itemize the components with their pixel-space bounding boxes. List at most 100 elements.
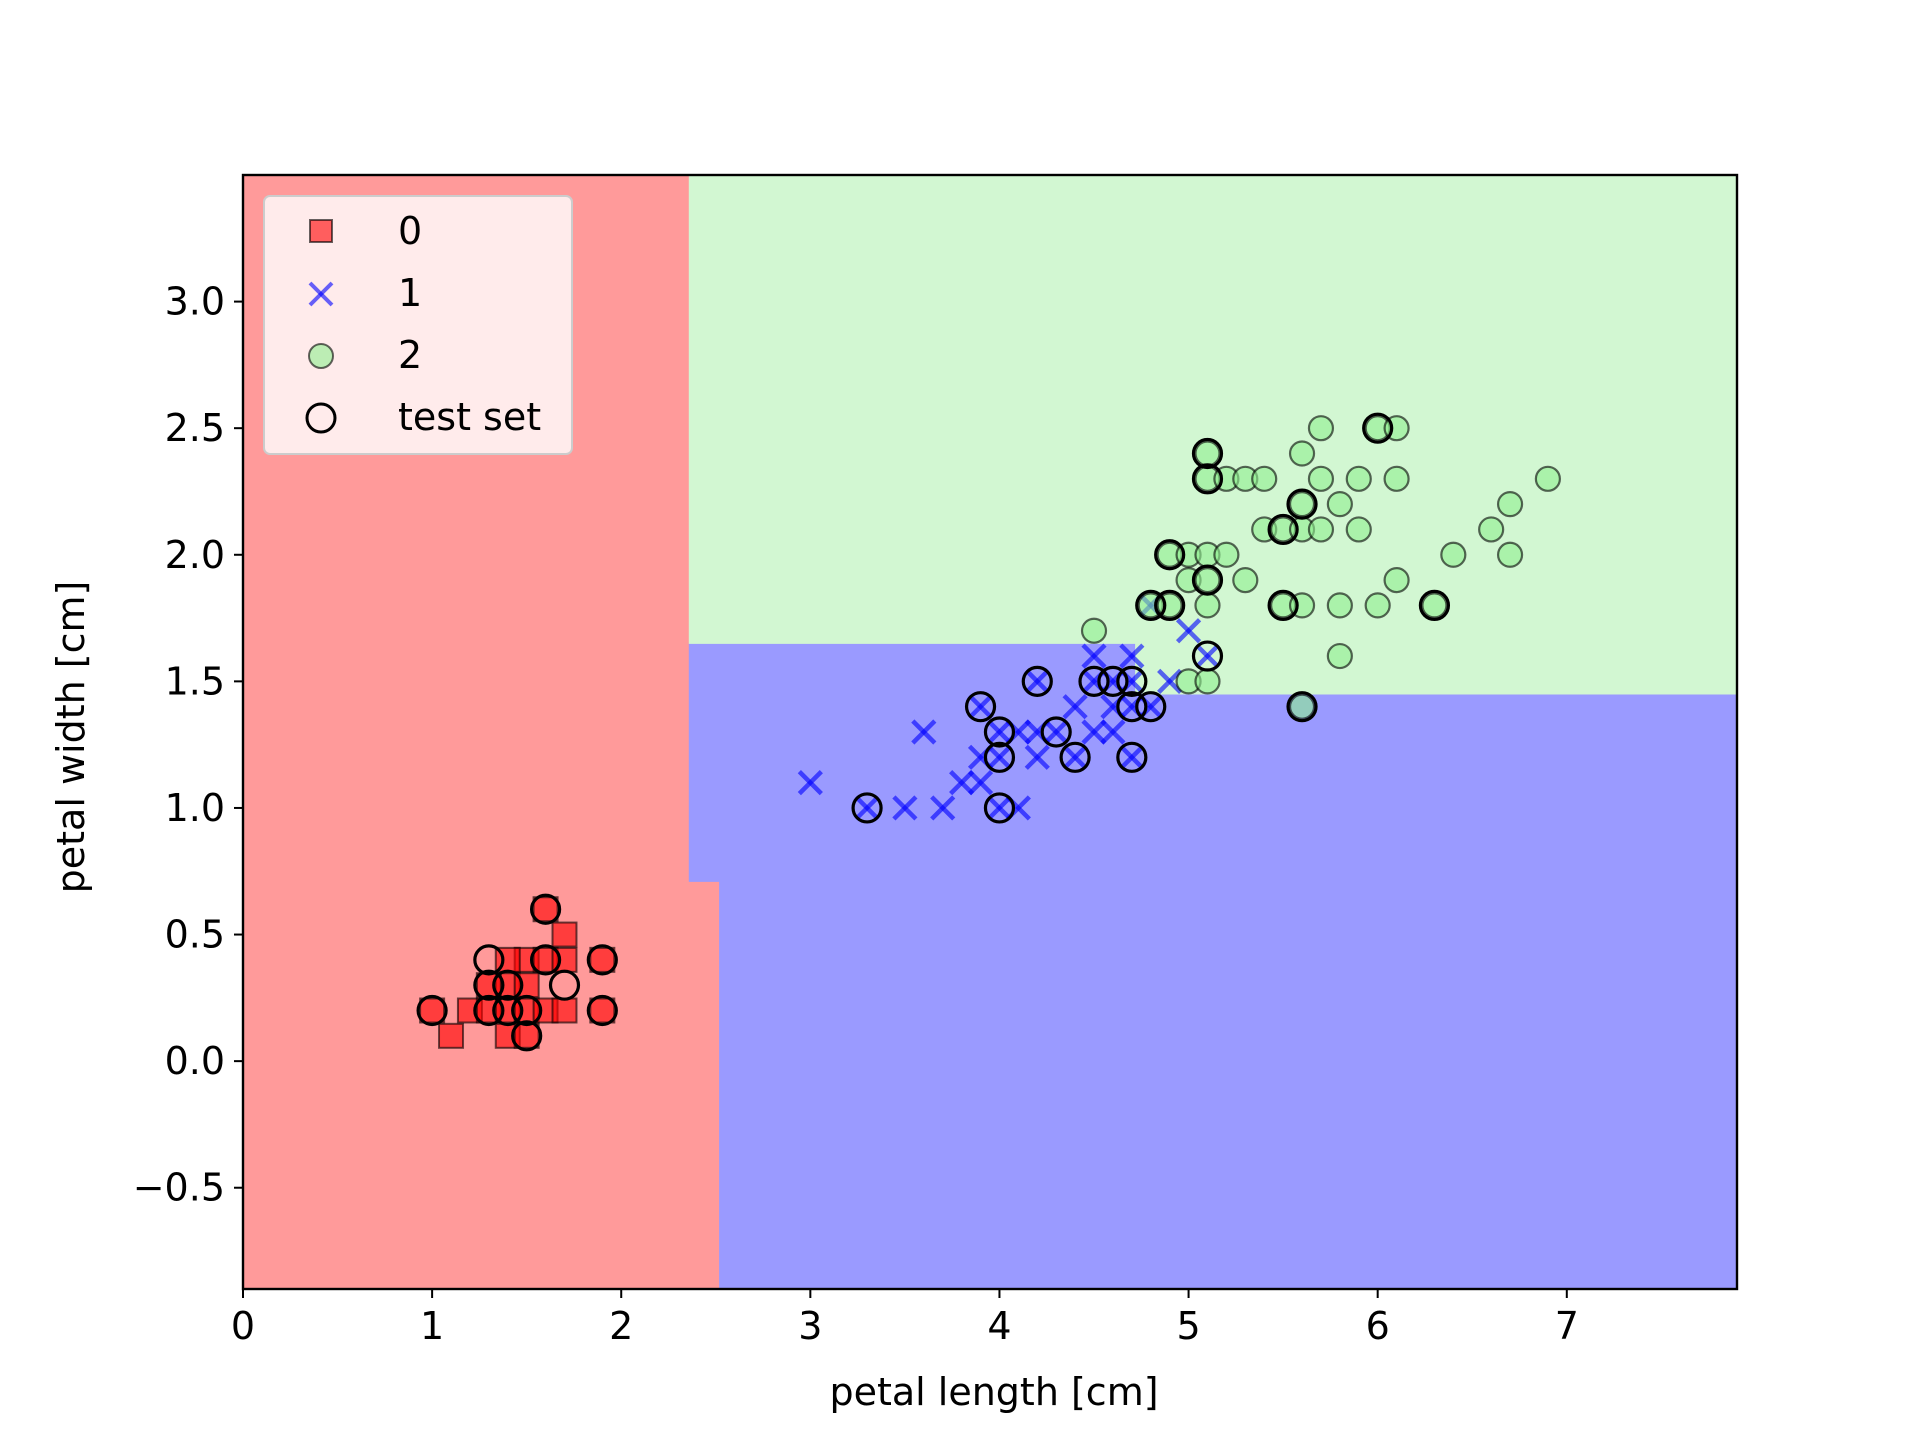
- point-class-2-21: [1288, 693, 1316, 720]
- point-test-set-16: [983, 741, 1016, 773]
- point-class-2-43: [1496, 491, 1524, 518]
- point-class-0-20: [513, 1022, 540, 1049]
- point-test-set-10: [548, 969, 581, 1001]
- point-class-0-12: [551, 921, 578, 948]
- y-tick-label-7: 3.0: [165, 280, 225, 324]
- point-class-0-19: [419, 997, 446, 1024]
- point-test-set-28: [1154, 589, 1186, 622]
- point-class-2-42: [1496, 541, 1524, 568]
- y-tick-label-3: 1.0: [165, 786, 225, 830]
- point-test-set-6: [511, 1020, 543, 1052]
- point-test-set-21: [1078, 665, 1110, 697]
- y-tick-label-5: 2.0: [165, 533, 225, 577]
- point-test-set-5: [492, 969, 524, 1001]
- point-class-2-13: [1213, 541, 1240, 568]
- point-class-2-28: [1307, 415, 1335, 442]
- x-tick-label-3: 3: [798, 1304, 822, 1348]
- point-class-1-34: [1194, 643, 1221, 669]
- point-class-2-7: [1194, 668, 1221, 695]
- legend-box: [263, 195, 573, 455]
- legend-label-class-1: 1: [398, 271, 422, 315]
- x-tick-label-5: 5: [1176, 1304, 1200, 1348]
- point-test-set-25: [1116, 665, 1148, 697]
- x-tick-label-0: 0: [231, 1304, 255, 1348]
- y-tick-label-2: 0.5: [165, 913, 225, 957]
- point-class-1-4: [930, 795, 956, 821]
- point-test-set-33: [1191, 437, 1224, 470]
- point-test-set-9: [529, 893, 562, 925]
- point-test-set-29: [1154, 539, 1186, 571]
- legend-label-class-0: 0: [398, 209, 422, 253]
- point-class-2-41: [1478, 516, 1505, 543]
- point-class-2-25: [1288, 440, 1316, 467]
- point-class-2-27: [1307, 465, 1335, 492]
- point-class-2-0: [1080, 617, 1108, 644]
- point-class-1-6: [967, 770, 994, 796]
- point-class-1-19: [1062, 694, 1088, 720]
- point-test-set-22: [1097, 665, 1129, 697]
- point-class-1-29: [1119, 643, 1145, 669]
- point-class-1-1: [854, 795, 880, 821]
- point-test-set-18: [1021, 665, 1053, 697]
- point-class-2-8: [1194, 592, 1221, 619]
- point-class-2-37: [1383, 465, 1410, 492]
- y-axis: −0.5 0.0 0.5 1.0 1.5 2.0 2.5 3.0: [133, 280, 243, 1210]
- point-class-1-2: [892, 795, 918, 821]
- y-axis-label: petal width [cm]: [49, 581, 93, 894]
- point-class-2-44: [1534, 465, 1561, 492]
- point-test-set-34: [1267, 589, 1299, 622]
- point-class-2-15: [1232, 566, 1259, 594]
- point-class-2-9: [1194, 566, 1221, 594]
- point-class-2-39: [1421, 592, 1448, 619]
- point-class-2-12: [1194, 440, 1221, 467]
- point-class-0-17: [589, 946, 616, 973]
- legend-marker-class-2: [308, 343, 334, 369]
- point-test-set-32: [1191, 463, 1224, 495]
- y-tick-label-4: 1.5: [165, 659, 225, 703]
- point-class-1-10: [986, 744, 1013, 770]
- point-class-1-14: [1024, 744, 1050, 770]
- point-class-1-23: [1100, 719, 1126, 745]
- point-class-1-32: [1157, 668, 1183, 694]
- point-test-set-2: [473, 969, 505, 1001]
- point-test-set-13: [851, 792, 883, 824]
- point-test-set-38: [1362, 412, 1394, 444]
- x-tick-label-1: 1: [420, 1304, 444, 1348]
- point-test-set-23: [1116, 741, 1148, 773]
- point-class-1-0: [797, 770, 823, 796]
- point-class-1-5: [949, 770, 975, 796]
- point-test-set-35: [1267, 513, 1299, 546]
- point-class-1-26: [1119, 744, 1145, 770]
- point-class-1-3: [911, 719, 937, 745]
- point-class-2-34: [1364, 592, 1391, 619]
- point-test-set-20: [1059, 741, 1091, 773]
- point-test-set-3: [473, 944, 505, 976]
- decision-region-class-1: [688, 642, 1738, 1290]
- point-test-set-37: [1286, 488, 1318, 520]
- y-tick-label-6: 2.5: [165, 406, 225, 450]
- y-tick-label-0: −0.5: [133, 1166, 225, 1210]
- point-class-0-10: [551, 997, 578, 1024]
- point-test-set-36: [1286, 691, 1318, 723]
- point-class-2-31: [1326, 491, 1353, 518]
- point-class-1-8: [967, 694, 994, 720]
- point-class-2-29: [1326, 642, 1353, 670]
- point-test-set-27: [1135, 589, 1167, 622]
- point-class-1-33: [1175, 618, 1202, 644]
- x-axis: 0 1 2 3 4 5 6 7: [231, 1289, 1579, 1348]
- point-class-2-33: [1345, 465, 1372, 492]
- point-class-2-36: [1383, 566, 1410, 594]
- point-test-set-11: [586, 994, 618, 1027]
- axes-frame: [241, 173, 1739, 1291]
- point-class-1-18: [1062, 744, 1088, 770]
- x-tick-label-6: 6: [1366, 1304, 1390, 1348]
- point-class-0-18: [532, 896, 559, 923]
- legend-label-class-2: 2: [398, 333, 422, 377]
- x-tick-label-4: 4: [987, 1304, 1011, 1348]
- point-class-0-16: [589, 997, 616, 1024]
- legend-marker-class-1: [308, 281, 334, 307]
- point-class-1-11: [986, 719, 1013, 745]
- point-test-set-26: [1135, 691, 1167, 723]
- point-class-0-0: [438, 1022, 465, 1049]
